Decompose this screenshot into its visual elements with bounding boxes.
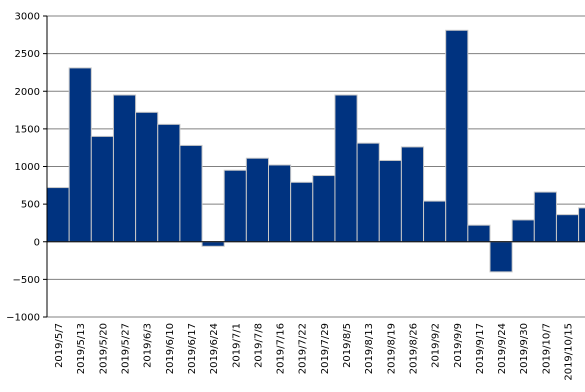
bar	[378, 159, 402, 243]
x-tick-label: 2019/7/1	[231, 323, 242, 368]
x-tick-label: 2019/8/26	[408, 323, 419, 374]
y-tick-labels: −1000 −500 0 500 1000 1500 2000 2500 3000	[6, 12, 40, 324]
bar	[334, 94, 358, 243]
x-tick-label: 2019/5/20	[98, 323, 109, 374]
x-tick-label: 2019/9/9	[453, 323, 464, 368]
bar	[157, 123, 181, 243]
bar	[268, 164, 292, 243]
bar	[245, 157, 270, 243]
y-tick-label: −1000	[6, 313, 40, 324]
bar	[578, 207, 585, 243]
y-tick-label: 2500	[15, 49, 40, 60]
bars	[46, 29, 585, 273]
bar	[290, 181, 314, 243]
x-tick-label: 2019/6/3	[143, 323, 154, 368]
x-tick-label: 2019/6/24	[209, 323, 220, 374]
bar	[400, 146, 425, 243]
bar	[445, 29, 469, 243]
x-tick-label: 2019/8/5	[342, 323, 353, 368]
y-tick-label: 0	[34, 237, 40, 248]
x-tick-label: 2019/7/16	[276, 323, 287, 374]
x-tick-label: 2019/9/2	[431, 323, 442, 368]
x-tick-label: 2019/7/22	[298, 323, 309, 374]
x-tick-label: 2019/8/13	[364, 323, 375, 374]
y-tick-label: −500	[13, 275, 40, 286]
x-tick-label: 2019/5/27	[121, 323, 132, 374]
bar	[135, 111, 159, 243]
x-tick-label: 2019/9/17	[475, 323, 486, 374]
x-tick-label: 2019/7/29	[320, 323, 331, 374]
y-tick-label: 1500	[15, 124, 40, 135]
x-tick-label: 2019/5/13	[76, 323, 87, 374]
bar	[423, 200, 447, 243]
bar	[46, 187, 70, 243]
x-tick-label: 2019/9/30	[519, 323, 530, 374]
bar	[356, 142, 380, 243]
x-tick-label: 2019/10/7	[541, 323, 552, 374]
bar	[68, 67, 92, 243]
y-tick-label: 500	[21, 200, 40, 211]
bar	[511, 219, 535, 243]
axes	[43, 15, 585, 318]
bar	[312, 175, 336, 243]
bar	[489, 241, 513, 273]
bar	[90, 135, 114, 243]
y-tick-label: 3000	[15, 12, 40, 23]
bar	[112, 94, 137, 243]
x-tick-labels: 2019/5/7 2019/5/13 2019/5/20 2019/5/27 2019/…	[54, 323, 575, 381]
x-tick-label: 2019/10/15	[564, 323, 575, 381]
bar	[179, 144, 203, 243]
x-tick-label: 2019/8/19	[386, 323, 397, 374]
x-tick-label: 2019/7/8	[253, 323, 264, 368]
bar	[555, 214, 580, 243]
y-tick-label: 1000	[15, 162, 40, 173]
bar	[533, 191, 557, 243]
bar	[223, 169, 247, 243]
bar	[201, 241, 225, 247]
y-tick-label: 2000	[15, 87, 40, 98]
x-tick-label: 2019/5/7	[54, 323, 65, 368]
x-tick-label: 2019/6/10	[165, 323, 176, 374]
x-tick-label: 2019/6/17	[187, 323, 198, 374]
x-tick-label: 2019/9/24	[497, 323, 508, 374]
bar	[467, 224, 491, 243]
